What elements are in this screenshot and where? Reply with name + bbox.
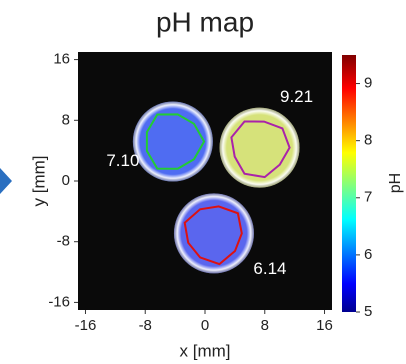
- arrow: [0, 168, 12, 194]
- chart: pH map x [mm] y [mm] pH -16 -8 0 8 16 -16 -8 0 8…: [0, 0, 406, 364]
- x-tick-label: 8: [261, 317, 269, 334]
- y-tick-label: 0: [62, 172, 70, 189]
- y-tick-label: -16: [48, 293, 70, 310]
- colorbar-tick-label: 5: [364, 303, 372, 320]
- colorbar-tick-label: 6: [364, 246, 372, 263]
- y-tick-label: 8: [62, 111, 70, 128]
- chart-title: pH map: [156, 6, 254, 37]
- value-label: 6.14: [253, 259, 286, 278]
- y-axis-label: y [mm]: [29, 156, 48, 207]
- x-tick-label: 0: [201, 317, 209, 334]
- colorbar-tick-label: 8: [364, 132, 372, 149]
- colorbar: [342, 55, 356, 312]
- y-tick-label: 16: [53, 51, 70, 68]
- value-label: 7.10: [106, 151, 139, 170]
- x-tick-label: -8: [139, 317, 152, 334]
- y-tick-label: -8: [57, 233, 70, 250]
- value-label: 9.21: [280, 87, 313, 106]
- page: {"chart_data": {"type": "image", "title"…: [0, 0, 406, 364]
- x-axis-label: x [mm]: [180, 341, 231, 360]
- x-tick-label: 16: [316, 317, 333, 334]
- colorbar-tick-label: 9: [364, 75, 372, 92]
- x-tick-label: -16: [75, 317, 97, 334]
- colorbar-label: pH: [387, 173, 404, 193]
- colorbar-tick-label: 7: [364, 189, 372, 206]
